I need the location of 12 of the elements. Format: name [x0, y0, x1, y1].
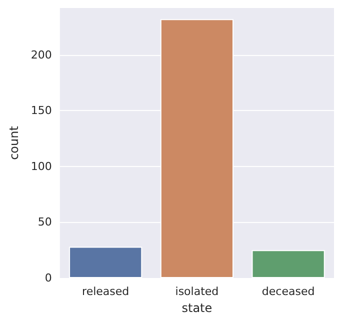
bar [69, 246, 142, 278]
x-tick-label: deceased [262, 285, 315, 298]
y-tick-label: 200 [30, 48, 52, 62]
x-tick-label: isolated [175, 285, 219, 298]
y-tick-label: 0 [44, 272, 52, 284]
y-axis-title: count [7, 126, 21, 160]
y-tick-label: 100 [30, 160, 52, 173]
x-tick-label: released [82, 285, 130, 298]
y-tick-label: 150 [30, 104, 52, 118]
bar [252, 250, 325, 278]
y-tick-label: 50 [38, 216, 52, 229]
x-axis-title: state [182, 301, 212, 315]
